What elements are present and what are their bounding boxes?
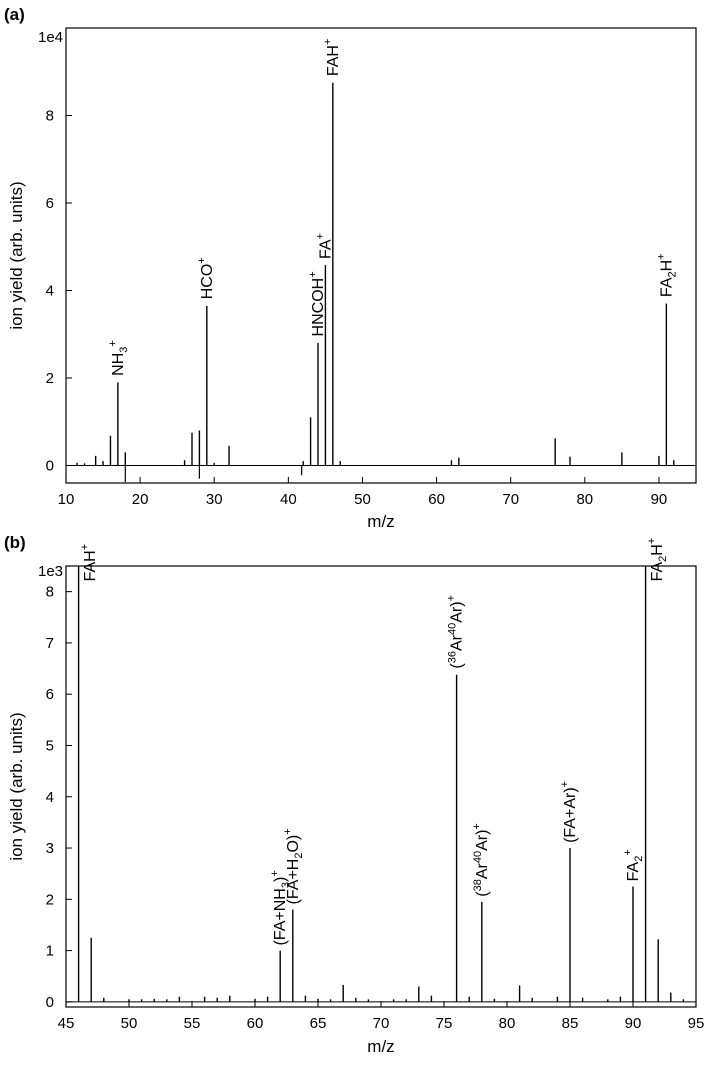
peak-label-hncoh: HNCOH+ xyxy=(307,271,327,336)
x-tick-label: 10 xyxy=(58,491,75,508)
y-tick-label: 4 xyxy=(46,283,54,300)
x-tick-label: 45 xyxy=(58,1015,75,1032)
x-tick-label: 80 xyxy=(499,1015,516,1032)
x-tick-label: 20 xyxy=(132,491,149,508)
x-tick-label: 55 xyxy=(184,1015,201,1032)
x-tick-label: 90 xyxy=(651,491,668,508)
peak-label-hco: HCO+ xyxy=(196,257,216,299)
spectrum xyxy=(66,82,696,483)
x-tick-label: 60 xyxy=(428,491,445,508)
y-multiplier: 1e4 xyxy=(38,29,63,46)
peak-label-fah: FAH+ xyxy=(322,39,342,77)
x-tick-label: 80 xyxy=(576,491,593,508)
x-axis-title: m/z xyxy=(367,1037,394,1056)
y-tick-label: 2 xyxy=(46,891,54,908)
x-tick-label: 40 xyxy=(280,491,297,508)
peak-label-fa-nh3: (FA+NH3)+ xyxy=(269,870,292,945)
peak-label-fa-ar: (FA+Ar)+ xyxy=(559,781,579,843)
y-tick-label: 8 xyxy=(46,108,54,125)
spectrum xyxy=(66,566,696,1003)
y-axis-title: ion yield (arb. units) xyxy=(7,712,26,860)
peak-label-fa2h: FA2H+ xyxy=(646,538,669,582)
peak-label-nh3: NH3+ xyxy=(107,340,130,376)
x-tick-label: 50 xyxy=(354,491,371,508)
x-tick-label: 65 xyxy=(310,1015,327,1032)
y-tick-label: 7 xyxy=(46,635,54,652)
y-tick-label: 3 xyxy=(46,840,54,857)
panel-label: (a) xyxy=(4,5,25,24)
x-axis-title: m/z xyxy=(367,512,394,531)
y-tick-label: 2 xyxy=(46,370,54,387)
x-tick-label: 75 xyxy=(436,1015,453,1032)
y-tick-label: 6 xyxy=(46,195,54,212)
y-tick-label: 6 xyxy=(46,686,54,703)
peak-label-ar36-ar40: (36Ar40Ar)+ xyxy=(446,595,466,669)
peak-label-fah: FAH+ xyxy=(79,544,99,582)
y-multiplier: 1e3 xyxy=(38,563,63,580)
x-tick-label: 50 xyxy=(121,1015,138,1032)
y-tick-label: 1 xyxy=(46,943,54,960)
x-tick-label: 95 xyxy=(688,1015,705,1032)
y-tick-label: 4 xyxy=(46,789,54,806)
y-tick-label: 8 xyxy=(46,584,54,601)
peak-label-fa2: FA2+ xyxy=(622,849,645,881)
panel-a: 10 20 30 40 50 60 70 80 90 0 2 4 6 8 m/z ion yield (arb… xyxy=(4,5,697,531)
y-tick-label: 0 xyxy=(46,458,54,475)
plot-frame xyxy=(65,565,697,1008)
x-tick-label: 60 xyxy=(247,1015,264,1032)
peak-label-fa-h2o: (FA+H2O)+ xyxy=(282,828,305,904)
peak-label-fa2h: FA2H+ xyxy=(655,253,678,297)
x-tick-label: 70 xyxy=(373,1015,390,1032)
plot-frame xyxy=(65,27,697,484)
x-tick-label: 90 xyxy=(625,1015,642,1032)
x-tick-label: 70 xyxy=(502,491,519,508)
y-tick-label: 5 xyxy=(46,737,54,754)
peak-label-fa: FA+ xyxy=(314,233,334,259)
x-tick-label: 30 xyxy=(206,491,223,508)
panel-label: (b) xyxy=(4,533,26,552)
y-tick-label: 0 xyxy=(46,994,54,1011)
x-tick-label: 85 xyxy=(562,1015,579,1032)
y-axis-title: ion yield (arb. units) xyxy=(7,181,26,329)
peak-label-ar38-ar40: (38Ar40Ar)+ xyxy=(471,823,491,897)
